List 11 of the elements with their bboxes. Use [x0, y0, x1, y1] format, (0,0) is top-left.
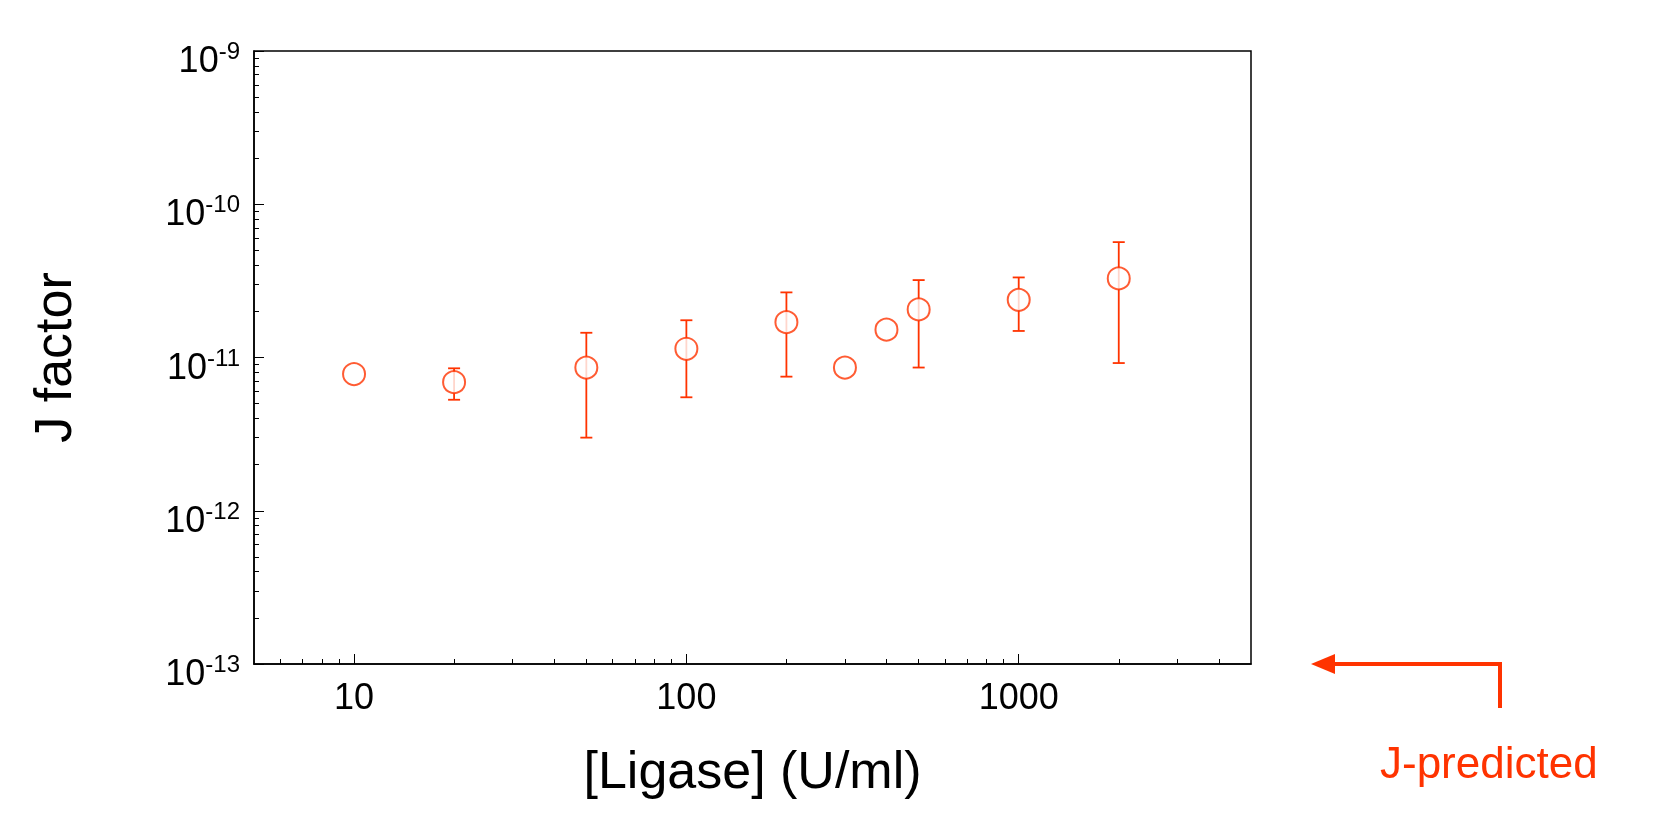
x-tick-label: 1000 [978, 675, 1059, 717]
y-tick-label: 10$^{-10}$ [165, 189, 240, 236]
y-tick-label: 10$^{-11}$ [167, 342, 240, 389]
x-axis-title: [Ligase] (U/ml) [583, 741, 922, 799]
x-tick-label: 10 [334, 675, 375, 717]
y-tick-label: 10$^{-12}$ [165, 495, 240, 542]
text: J-predicted [1380, 738, 1598, 788]
y-tick-label: 10$^{-13}$ [165, 649, 240, 695]
y-axis-title: J factor [24, 272, 82, 443]
y-tick-label: 10$^{-9}$ [178, 36, 240, 82]
x-tick-label: 100 [656, 675, 717, 717]
